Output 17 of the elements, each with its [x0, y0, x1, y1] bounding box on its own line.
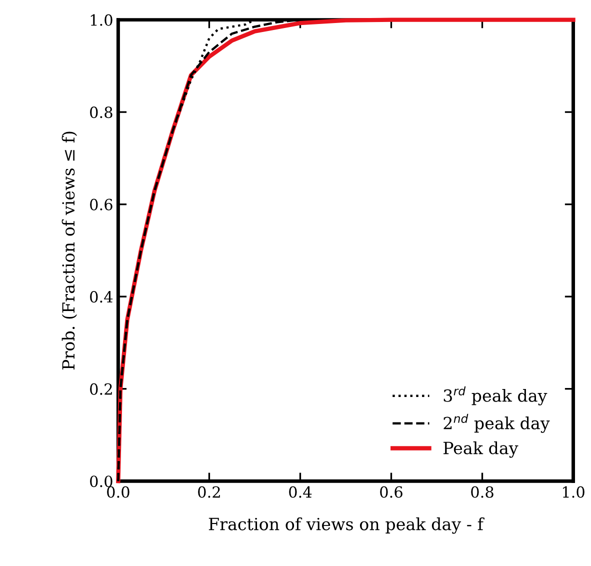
legend-label: 3$^{rd}$ peak day — [444, 386, 548, 406]
y-tick-label: 0.4 — [90, 291, 113, 303]
y-tick-label: 0.6 — [90, 198, 112, 210]
legend-label: 2$^{nd}$ peak day — [444, 414, 550, 433]
y-axis-title: Prob. (Fraction of views ≤ f) — [62, 132, 78, 370]
x-axis-title: Fraction of views on peak day - f — [208, 517, 484, 534]
y-tick-label: 0.2 — [90, 383, 112, 395]
x-tick-label: 0.2 — [198, 486, 220, 498]
x-tick-label: 0.0 — [107, 486, 130, 498]
x-tick-label: 0.6 — [380, 486, 402, 498]
y-tick-label: 0.8 — [90, 106, 112, 118]
x-tick-label: 1.0 — [562, 486, 584, 498]
y-tick-label: 1.0 — [90, 14, 112, 26]
y-tick-label: 0.0 — [90, 476, 112, 488]
x-tick-label: 0.4 — [289, 486, 312, 498]
legend-label: Peak day — [444, 441, 518, 458]
x-tick-label: 0.8 — [471, 486, 494, 498]
